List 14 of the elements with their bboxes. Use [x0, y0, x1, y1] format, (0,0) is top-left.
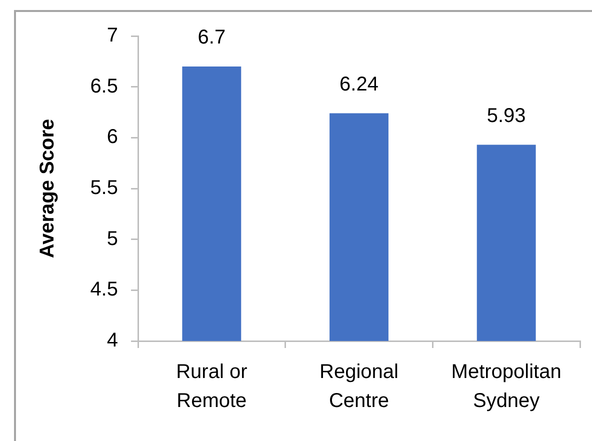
x-tick-label: Regional Centre [320, 361, 398, 412]
y-tick-label: 7 [106, 24, 118, 47]
y-tick-label: 4.5 [90, 278, 118, 301]
y-tick-label: 6.5 [90, 75, 118, 98]
data-label: 6.24 [340, 73, 378, 96]
x-tick-label: Rural or Remote [176, 361, 248, 412]
y-axis-title: Average Score [36, 118, 59, 258]
y-tick-label: 4 [106, 330, 118, 352]
x-tick-label: Metropolitan Sydney [451, 361, 562, 412]
data-label: 6.7 [198, 26, 226, 48]
y-tick-label: 6 [106, 126, 118, 148]
y-tick-label: 5.5 [90, 177, 118, 200]
data-label: 5.93 [486, 104, 526, 127]
y-tick-label: 5 [106, 228, 118, 250]
